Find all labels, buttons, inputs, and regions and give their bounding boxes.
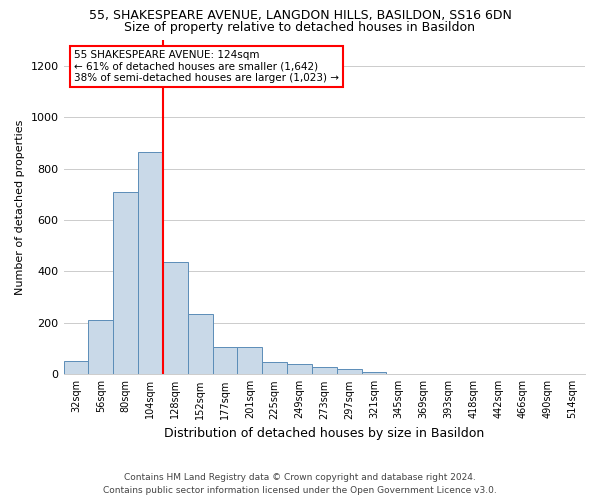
Bar [362,372,386,374]
X-axis label: Distribution of detached houses by size in Basildon: Distribution of detached houses by size … [164,427,484,440]
Bar [287,364,312,374]
Bar [312,366,337,374]
Bar [138,152,163,374]
Bar [188,314,212,374]
Y-axis label: Number of detached properties: Number of detached properties [15,120,25,295]
Bar [64,362,88,374]
Text: 55, SHAKESPEARE AVENUE, LANGDON HILLS, BASILDON, SS16 6DN: 55, SHAKESPEARE AVENUE, LANGDON HILLS, B… [89,9,511,22]
Bar [337,369,362,374]
Text: Size of property relative to detached houses in Basildon: Size of property relative to detached ho… [125,21,476,34]
Bar [212,348,238,374]
Bar [163,262,188,374]
Bar [262,362,287,374]
Text: 55 SHAKESPEARE AVENUE: 124sqm
← 61% of detached houses are smaller (1,642)
38% o: 55 SHAKESPEARE AVENUE: 124sqm ← 61% of d… [74,50,339,83]
Bar [88,320,113,374]
Bar [238,348,262,374]
Bar [113,192,138,374]
Text: Contains HM Land Registry data © Crown copyright and database right 2024.
Contai: Contains HM Land Registry data © Crown c… [103,474,497,495]
